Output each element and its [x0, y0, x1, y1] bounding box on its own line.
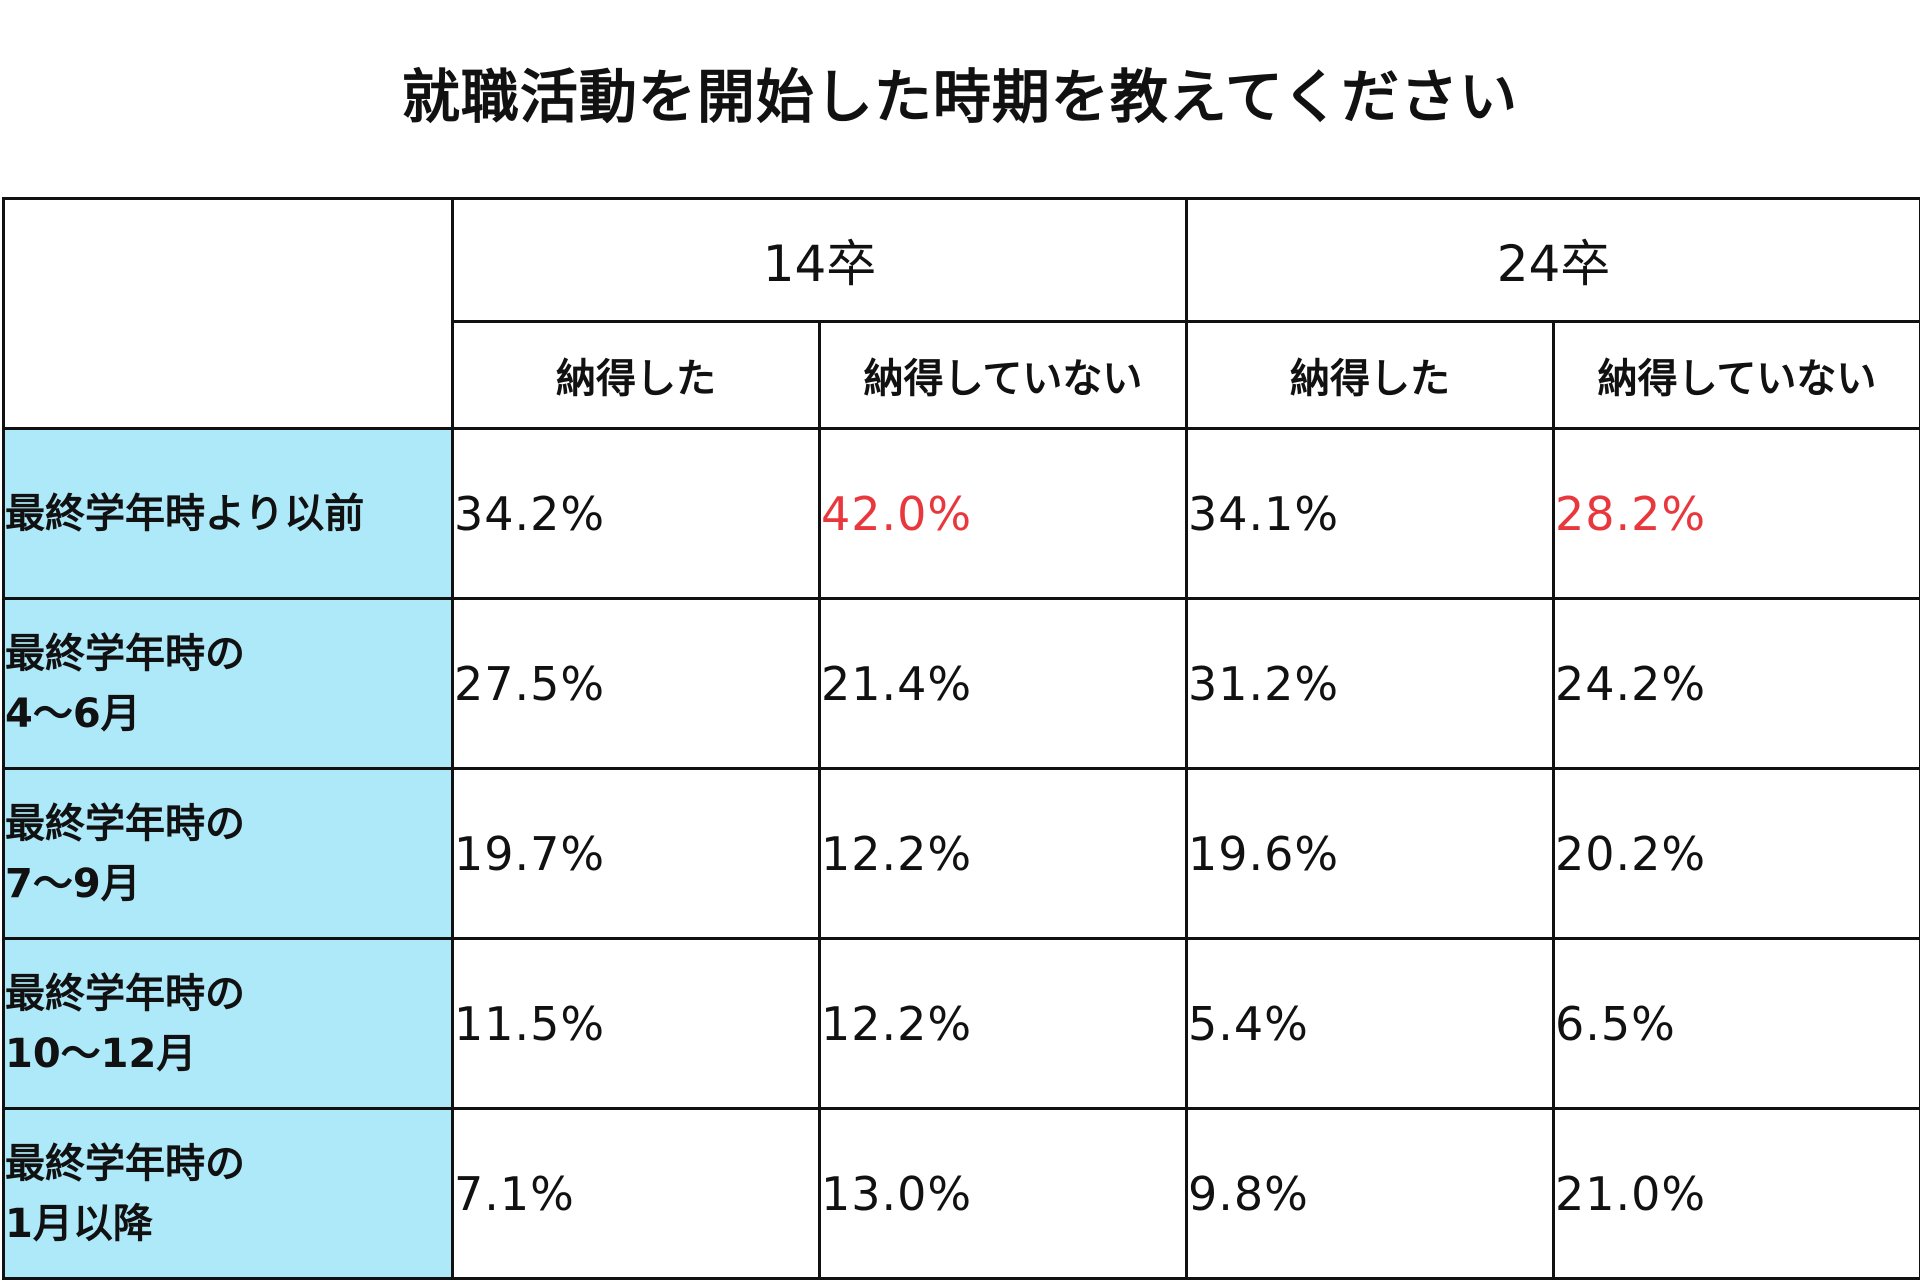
table-row: 最終学年時の 4〜6月 27.5% 21.4% 31.2% 24.2%: [2, 597, 1920, 770]
value-cell: 21.4%: [818, 597, 1188, 770]
sub-header-cell: 納得していない: [1552, 320, 1920, 430]
value-cell: 19.7%: [451, 767, 821, 940]
table-body: 最終学年時より以前 34.2% 42.0% 34.1% 28.2% 最終学年時の 4〜6月 2…: [2, 427, 1920, 1280]
value-cell: 27.5%: [451, 597, 821, 770]
row-label-line: 最終学年時の: [5, 970, 245, 1017]
value-cell: 21.0%: [1552, 1107, 1920, 1280]
row-label: 最終学年時の 10〜12月: [2, 937, 454, 1110]
value-cell: 20.2%: [1552, 767, 1920, 940]
value-cell: 13.0%: [818, 1107, 1188, 1280]
value-cell: 31.2%: [1185, 597, 1555, 770]
table-row: 最終学年時の 1月以降 7.1% 13.0% 9.8% 21.0%: [2, 1107, 1920, 1280]
value-cell: 34.2%: [451, 427, 821, 600]
value-cell: 11.5%: [451, 937, 821, 1110]
group-header-24: 24卒: [1185, 197, 1920, 323]
value-cell: 12.2%: [818, 937, 1188, 1110]
table-row: 最終学年時の 10〜12月 11.5% 12.2% 5.4% 6.5%: [2, 937, 1920, 1110]
row-label-line: 10〜12月: [5, 1030, 197, 1077]
row-label-line: 最終学年時の: [5, 800, 245, 847]
chart-title: 就職活動を開始した時期を教えてください: [401, 63, 1519, 131]
value-cell: 9.8%: [1185, 1107, 1555, 1280]
value-cell: 6.5%: [1552, 937, 1920, 1110]
row-label-line: 最終学年時より以前: [5, 490, 365, 537]
value-cell: 28.2%: [1552, 427, 1920, 600]
value-cell: 24.2%: [1552, 597, 1920, 770]
results-table: 14卒 24卒 納得した 納得していない 納得した 納得していない 最終学年時よ…: [2, 197, 1920, 1280]
value-cell: 19.6%: [1185, 767, 1555, 940]
sub-header-cell: 納得した: [451, 320, 821, 430]
value-cell: 5.4%: [1185, 937, 1555, 1110]
row-label-line: 最終学年時の: [5, 1140, 245, 1187]
row-label: 最終学年時の 4〜6月: [2, 597, 454, 770]
sub-header-cell: 納得していない: [818, 320, 1188, 430]
corner-cell: [2, 197, 454, 430]
sub-header-row: 納得した 納得していない 納得した 納得していない: [4, 320, 1920, 430]
value-cell: 42.0%: [818, 427, 1188, 600]
row-label-line: 7〜9月: [5, 860, 141, 907]
row-label-line: 最終学年時の: [5, 630, 245, 677]
value-cell: 7.1%: [451, 1107, 821, 1280]
row-label-line: 4〜6月: [5, 690, 141, 737]
group-header-14: 14卒: [451, 197, 1188, 323]
value-cell: 12.2%: [818, 767, 1188, 940]
row-label: 最終学年時より以前: [2, 427, 454, 600]
row-label-line: 1月以降: [5, 1200, 153, 1247]
value-cell: 34.1%: [1185, 427, 1555, 600]
sub-header-cell: 納得した: [1185, 320, 1555, 430]
row-label: 最終学年時の 7〜9月: [2, 767, 454, 940]
table-row: 最終学年時の 7〜9月 19.7% 12.2% 19.6% 20.2%: [2, 767, 1920, 940]
table-row: 最終学年時より以前 34.2% 42.0% 34.1% 28.2%: [2, 427, 1920, 600]
group-header-row: 14卒 24卒: [2, 197, 1920, 430]
row-label: 最終学年時の 1月以降: [2, 1107, 454, 1280]
